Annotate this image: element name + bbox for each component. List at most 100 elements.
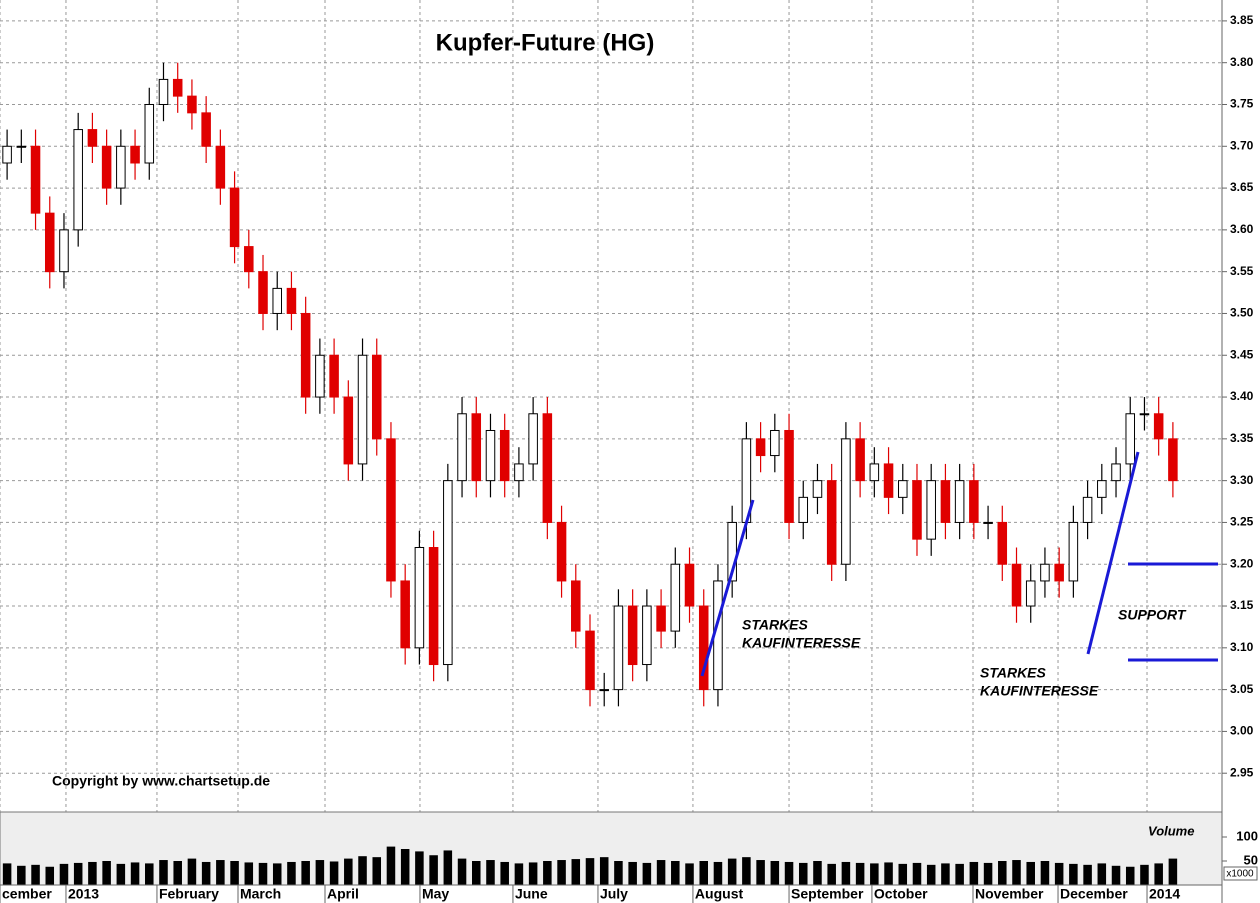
candle-body [656, 605, 666, 632]
candle-body [158, 78, 169, 105]
candle-body [286, 287, 297, 314]
candle-body [585, 630, 595, 691]
volume-bar [159, 860, 168, 885]
candle-body [130, 145, 140, 164]
volume-bar [884, 862, 893, 885]
candle-body [940, 480, 951, 523]
volume-bar [870, 863, 879, 885]
candle-body [599, 689, 609, 692]
candle-body [912, 480, 922, 540]
volume-bar [528, 862, 538, 885]
candle-body [684, 563, 695, 607]
volume-bar [585, 858, 595, 885]
candle-body [770, 429, 780, 457]
volume-bar [955, 863, 964, 885]
y-tick-label: 3.35 [1230, 431, 1254, 445]
volume-bar [472, 861, 481, 885]
volume-bar [784, 861, 794, 885]
volume-panel [0, 811, 1223, 886]
volume-bar [926, 864, 936, 885]
volume-bar [130, 862, 140, 885]
volume-bar [443, 850, 453, 885]
x-tick-label: June [515, 886, 548, 902]
candle-body [2, 145, 12, 164]
candle-body [59, 229, 69, 273]
candle-body [1153, 413, 1164, 440]
x-tick-label: April [327, 886, 359, 902]
annotation: SUPPORT [1118, 607, 1187, 623]
candle-body [101, 145, 112, 189]
y-tick-label: 100 [1236, 828, 1258, 843]
x-tick-label: March [240, 886, 281, 902]
volume-bar [770, 861, 780, 885]
volume-bar [642, 862, 652, 885]
volume-bar [813, 861, 822, 885]
candle-body [1168, 438, 1178, 482]
candle-body [300, 312, 311, 398]
x-tick-label: August [695, 886, 744, 902]
candle-body [926, 480, 936, 540]
y-tick-label: 3.30 [1230, 473, 1254, 487]
volume [2, 846, 1178, 885]
candle-body [755, 438, 766, 457]
x-tick-label: July [600, 886, 628, 902]
candle-body [627, 605, 638, 666]
volume-bar [1012, 860, 1021, 885]
volume-bar [614, 861, 623, 885]
volume-bar [983, 862, 993, 885]
volume-bar [116, 863, 126, 885]
candle-body [812, 480, 823, 498]
x-tick-label: February [159, 886, 219, 902]
candle-body [670, 563, 681, 632]
volume-bar [45, 866, 55, 885]
volume-bar [2, 863, 12, 885]
y-tick-label: 3.15 [1230, 598, 1254, 612]
x-tick-label: cember [2, 886, 52, 902]
volume-bar [571, 859, 581, 885]
volume-bar [88, 861, 97, 885]
candle-body [1111, 463, 1121, 482]
chart-title: Kupfer-Future (HG) [436, 29, 655, 56]
labels: 2.95 3.00 3.05 3.10 3.15 3.20 3.25 3.30 3.35 3.40… [0, 13, 1258, 903]
candle-body [343, 396, 354, 465]
candle-body [44, 212, 55, 273]
candle-body [869, 463, 880, 482]
candle-body [244, 246, 254, 273]
volume-bar [685, 863, 694, 885]
candle-body [16, 145, 27, 148]
volume-bar [358, 856, 367, 885]
volume-bar [17, 865, 26, 885]
volume-bar [372, 857, 382, 885]
volume-bar [287, 861, 296, 885]
candle-body [499, 429, 510, 482]
x-tick-label: May [422, 886, 449, 902]
volume-bar [400, 849, 410, 885]
candle-body [144, 103, 155, 164]
volume-bar [941, 863, 950, 885]
volume-bar [216, 860, 225, 885]
x-tick-label: December [1060, 886, 1128, 902]
candle-body [201, 112, 211, 147]
annotation: KAUFINTERESSE [980, 683, 1099, 699]
volume-bar [258, 862, 268, 885]
volume-bar [1054, 862, 1064, 885]
candle-body [969, 480, 979, 523]
volume-bar [656, 860, 666, 885]
candle-body [386, 438, 396, 582]
volume-bar [756, 860, 765, 885]
y-tick-label: 3.55 [1230, 264, 1254, 278]
volume-bar [599, 857, 609, 885]
volume-bar [230, 861, 239, 885]
volume-bar [73, 862, 83, 885]
candle-body [841, 438, 851, 565]
candle-body [1040, 563, 1050, 582]
candle-body [187, 95, 197, 114]
candle-body [798, 496, 809, 523]
volume-bar [1168, 858, 1178, 885]
candle-body [898, 480, 908, 498]
candle-body [443, 480, 453, 666]
volume-bar [1083, 864, 1092, 885]
trend-line [1086, 451, 1140, 655]
candle-body [1011, 563, 1022, 607]
